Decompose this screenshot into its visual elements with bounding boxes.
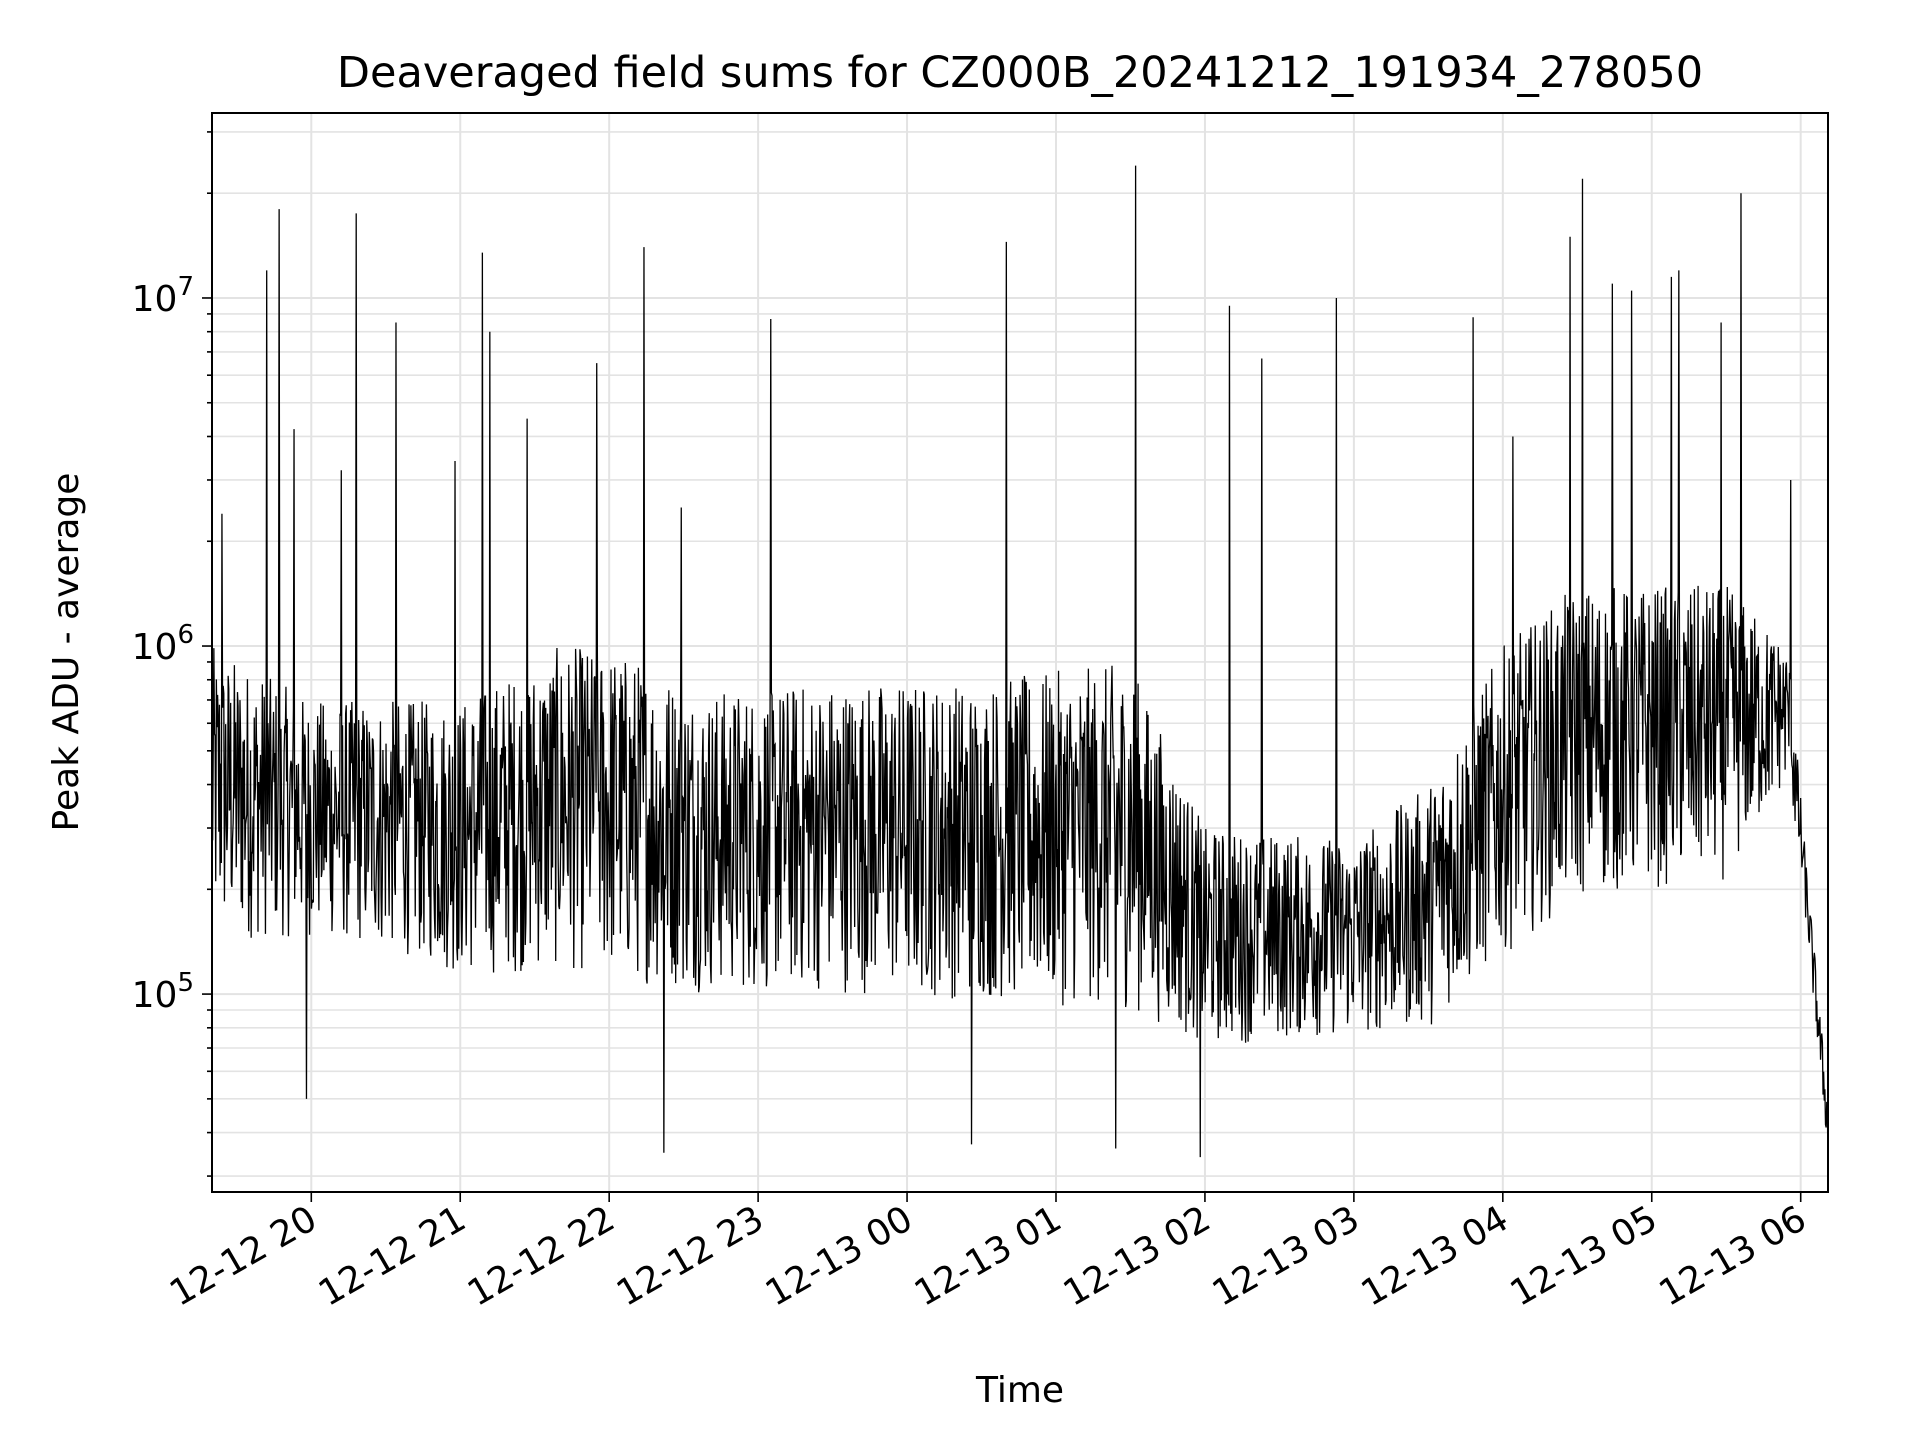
- x-axis-label: Time: [975, 1370, 1064, 1411]
- y-tick-base: 10: [132, 627, 178, 668]
- chart-title: Deaveraged field sums for CZ000B_2024121…: [337, 48, 1703, 98]
- y-tick-exponent: 6: [177, 620, 194, 650]
- y-axis-label: Peak ADU - average: [46, 473, 87, 832]
- y-tick-base: 10: [132, 975, 178, 1016]
- series-line: [212, 165, 1828, 1167]
- y-tick-label: 105: [132, 968, 194, 1016]
- plot-frame: [211, 112, 1829, 1193]
- y-tick-label: 106: [132, 620, 194, 668]
- y-tick-base: 10: [132, 279, 178, 320]
- y-tick-exponent: 5: [177, 968, 194, 998]
- y-tick-exponent: 7: [177, 272, 194, 302]
- y-tick-label: 107: [132, 272, 194, 320]
